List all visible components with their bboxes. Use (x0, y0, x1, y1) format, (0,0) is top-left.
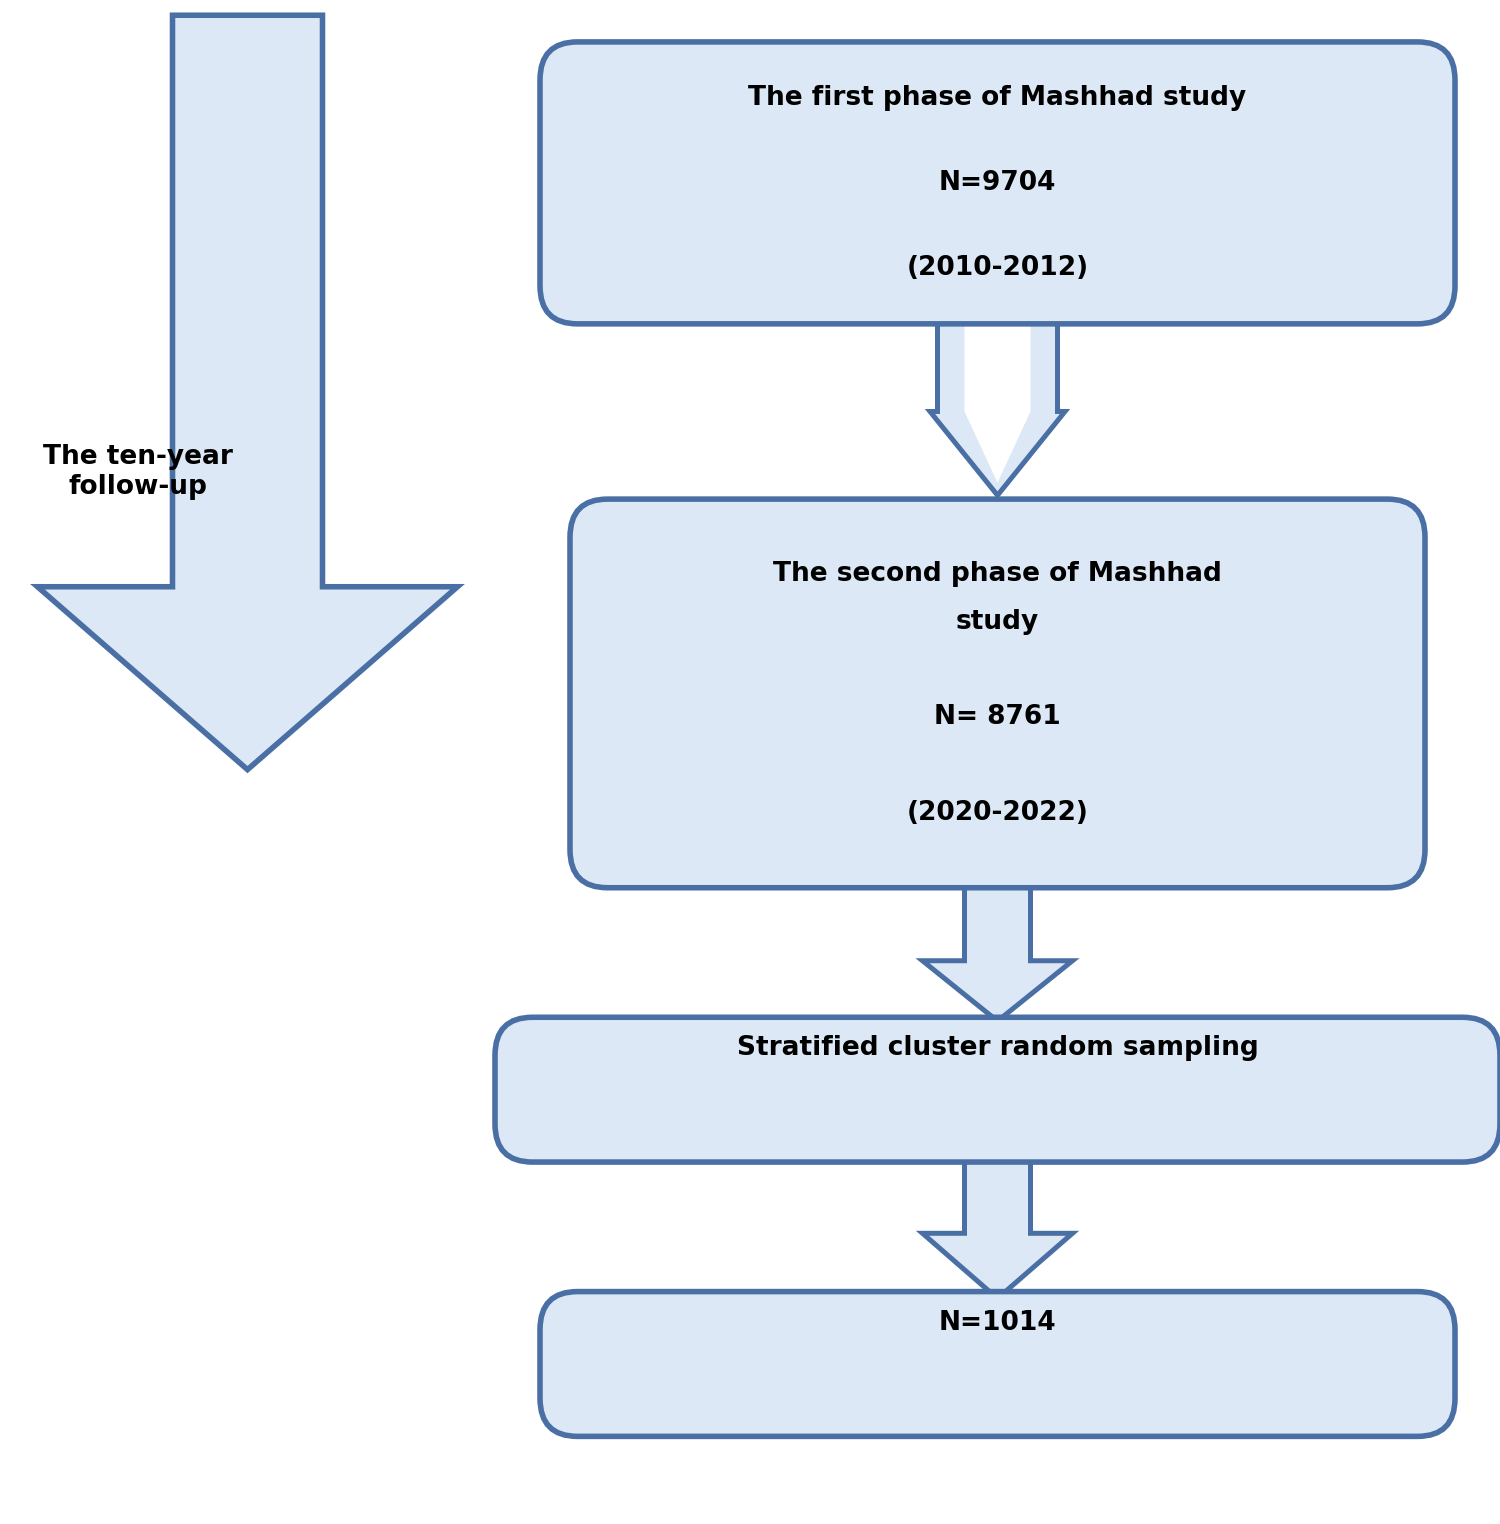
FancyBboxPatch shape (495, 1018, 1500, 1163)
Polygon shape (38, 15, 457, 770)
Text: N=9704: N=9704 (939, 169, 1056, 197)
FancyBboxPatch shape (540, 43, 1455, 325)
Polygon shape (922, 1154, 1072, 1298)
Polygon shape (930, 320, 1065, 495)
FancyBboxPatch shape (540, 1292, 1455, 1436)
FancyBboxPatch shape (570, 498, 1425, 887)
Text: (2020-2022): (2020-2022) (906, 800, 1089, 826)
Polygon shape (964, 317, 1030, 483)
Text: N= 8761: N= 8761 (934, 704, 1060, 730)
Text: Stratified cluster random sampling: Stratified cluster random sampling (736, 1035, 1258, 1061)
Text: The ten-year
follow-up: The ten-year follow-up (44, 445, 232, 500)
Text: study: study (956, 608, 1040, 634)
Text: The first phase of Mashhad study: The first phase of Mashhad study (748, 84, 1246, 111)
Text: (2010-2012): (2010-2012) (906, 255, 1089, 282)
Text: N=1014: N=1014 (939, 1309, 1056, 1335)
Text: The second phase of Mashhad: The second phase of Mashhad (772, 561, 1222, 587)
Polygon shape (922, 887, 1072, 1021)
